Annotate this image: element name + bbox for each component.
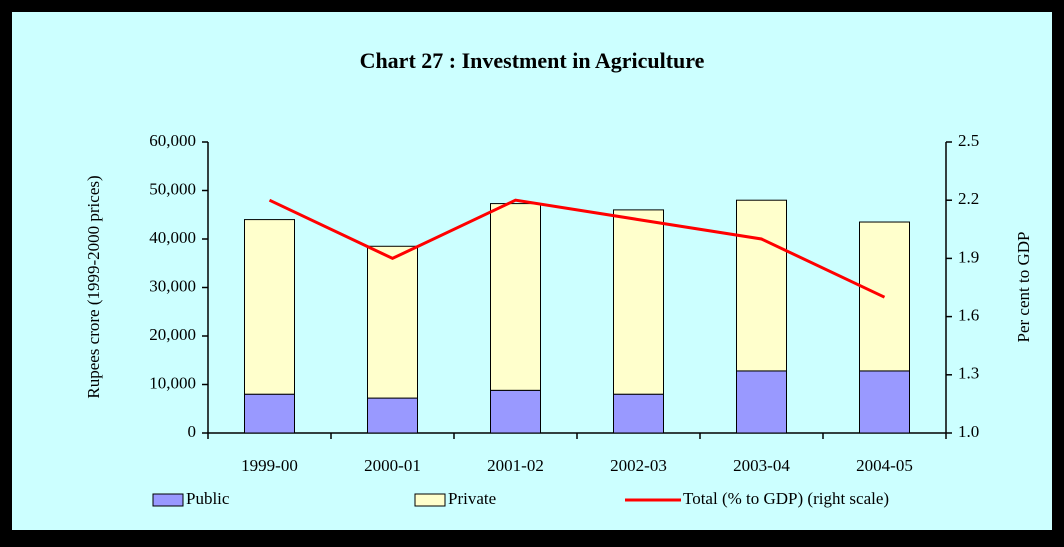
y2-tick-label: 1.0 [958, 422, 979, 441]
y2-tick-label: 2.5 [958, 131, 979, 150]
legend-label: Total (% to GDP) (right scale) [683, 489, 889, 508]
y2-tick-label: 1.9 [958, 247, 979, 266]
x-tick-label: 2003-04 [733, 456, 790, 475]
legend-swatch [414, 493, 446, 507]
bar [367, 245, 418, 399]
bar [736, 199, 787, 372]
y-tick-label: 0 [188, 422, 197, 441]
y-axis-label: Rupees crore (1999-2000 prices) [84, 175, 103, 398]
y-tick-label: 20,000 [149, 325, 196, 344]
legend-swatch [152, 493, 184, 507]
x-tick-label: 2001-02 [487, 456, 544, 475]
y-tick-label: 60,000 [149, 131, 196, 150]
y2-tick-label: 1.3 [958, 364, 979, 383]
bar [490, 203, 541, 391]
y2-tick-label: 2.2 [958, 189, 979, 208]
y-tick-label: 50,000 [149, 179, 196, 198]
x-tick-label: 2002-03 [610, 456, 667, 475]
y-tick-label: 30,000 [149, 276, 196, 295]
line [268, 198, 886, 299]
bar [613, 393, 664, 434]
y-tick-label: 10,000 [149, 373, 196, 392]
y2-tick-label: 1.6 [958, 306, 979, 325]
bar [367, 397, 418, 434]
y-tick-label: 40,000 [149, 228, 196, 247]
x-tick-label: 1999-00 [241, 456, 298, 475]
legend-label: Public [186, 489, 230, 508]
legend-label: Private [448, 489, 496, 508]
bar [244, 219, 295, 395]
bar [244, 393, 295, 434]
bar [613, 209, 664, 395]
bar [490, 389, 541, 434]
y2-axis-label: Per cent to GDP [1014, 232, 1033, 343]
x-tick-label: 2000-01 [364, 456, 421, 475]
chart-title: Chart 27 : Investment in Agriculture [360, 48, 705, 73]
bar [736, 370, 787, 434]
bar [859, 370, 910, 434]
x-tick-label: 2004-05 [856, 456, 913, 475]
